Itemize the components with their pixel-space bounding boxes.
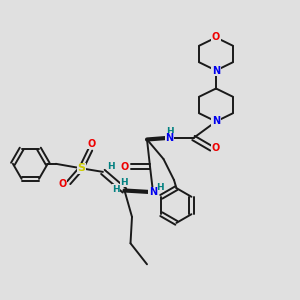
Text: S: S (77, 163, 85, 173)
Text: N: N (149, 187, 157, 197)
Text: O: O (212, 143, 220, 154)
Text: O: O (212, 32, 220, 43)
Text: H: H (120, 178, 128, 187)
Text: H: H (156, 183, 164, 192)
Text: H: H (166, 127, 173, 136)
Text: N: N (212, 116, 220, 127)
Text: H: H (107, 162, 115, 171)
Text: N: N (212, 65, 220, 76)
Text: O: O (58, 179, 67, 189)
Text: O: O (88, 139, 96, 149)
Text: H: H (112, 184, 120, 194)
Text: N: N (165, 133, 174, 143)
Text: O: O (121, 161, 129, 172)
